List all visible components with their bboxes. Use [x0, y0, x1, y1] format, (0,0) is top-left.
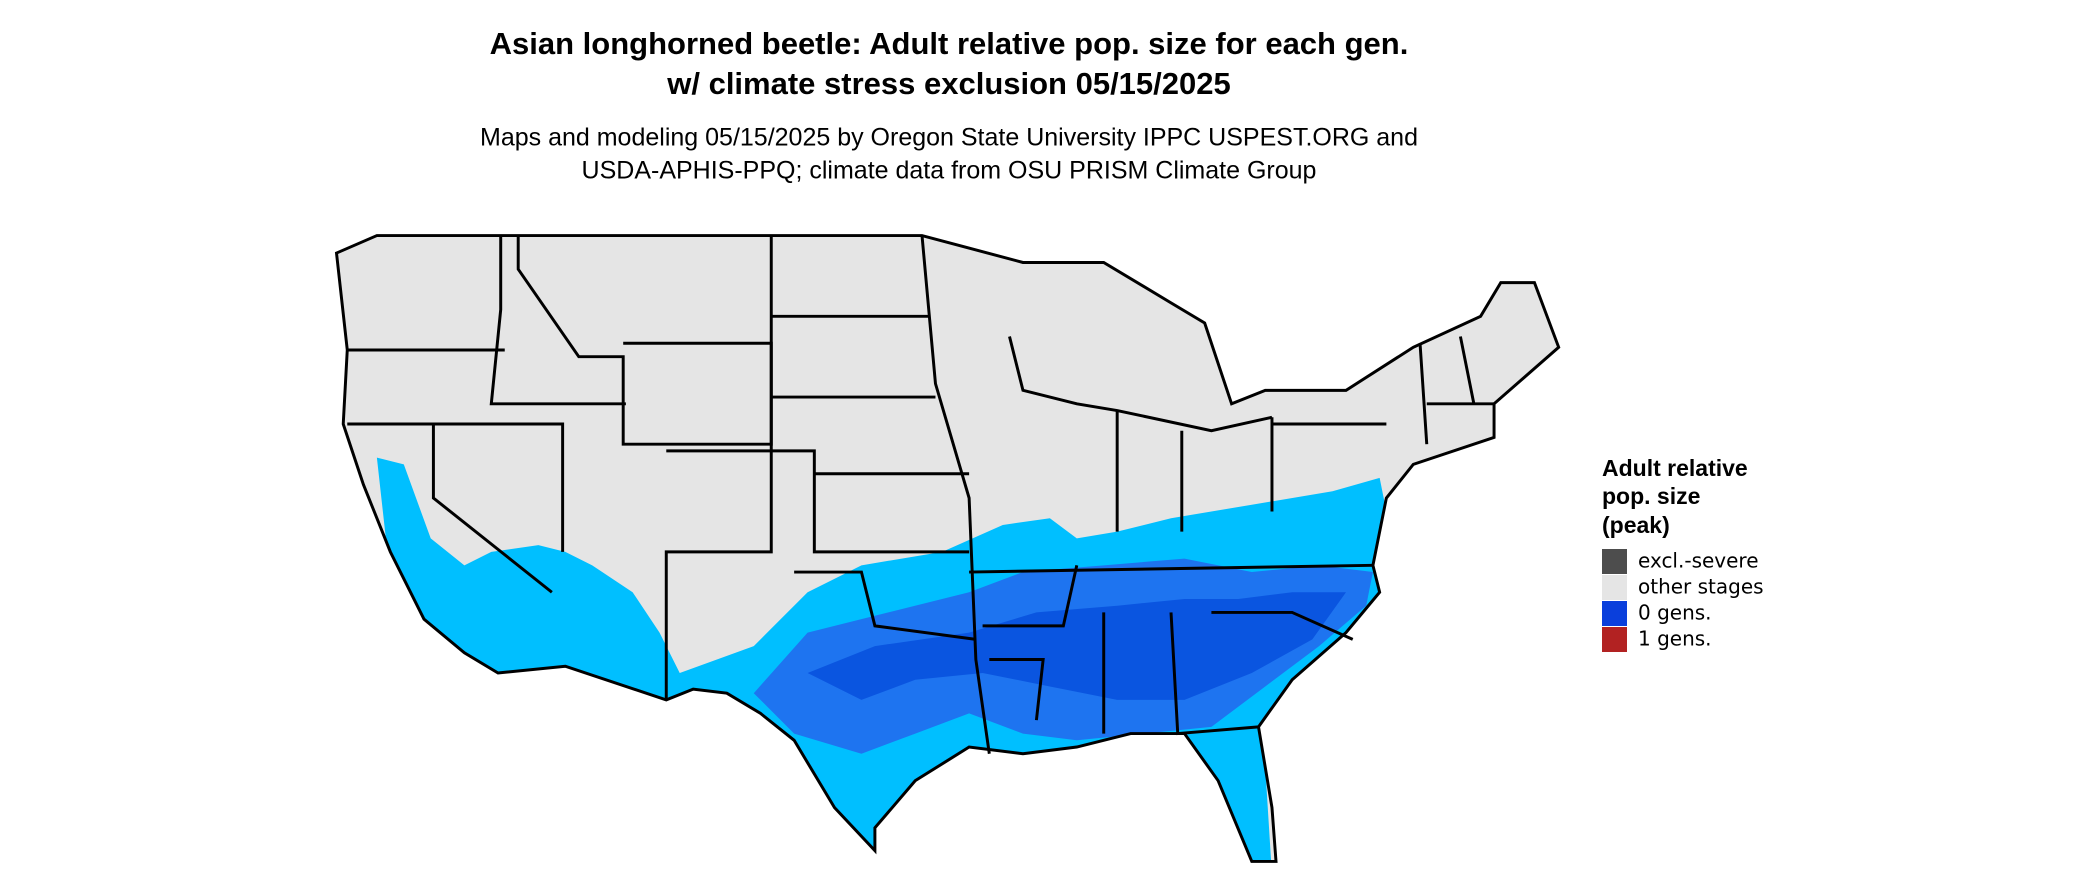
legend-title: (peak): [1602, 512, 1670, 538]
state-borders: [347, 235, 1495, 754]
map-title: w/ climate stress exclusion 05/15/2025: [666, 66, 1231, 101]
legend-swatch: [1602, 627, 1627, 652]
legend-label: 0 gens.: [1638, 601, 1712, 625]
legend: Adult relative pop. size (peak) excl.-se…: [1602, 455, 1764, 652]
legend-label: other stages: [1638, 575, 1764, 599]
dark-blue-region: [807, 592, 1346, 700]
map-title: Asian longhorned beetle: Adult relative …: [490, 26, 1409, 61]
legend-label: 1 gens.: [1638, 627, 1712, 651]
us-outline: [334, 234, 1561, 863]
map-subtitle: Maps and modeling 05/15/2025 by Oregon S…: [480, 124, 1418, 152]
legend-title: Adult relative: [1602, 455, 1748, 481]
map-subtitle: USDA-APHIS-PPQ; climate data from OSU PR…: [582, 157, 1317, 185]
legend-swatch: [1602, 549, 1627, 574]
us-map: [334, 234, 1561, 863]
legend-swatch: [1602, 601, 1627, 626]
legend-label: excl.-severe: [1638, 549, 1759, 573]
legend-title: pop. size: [1602, 483, 1700, 509]
legend-swatch: [1602, 575, 1627, 600]
